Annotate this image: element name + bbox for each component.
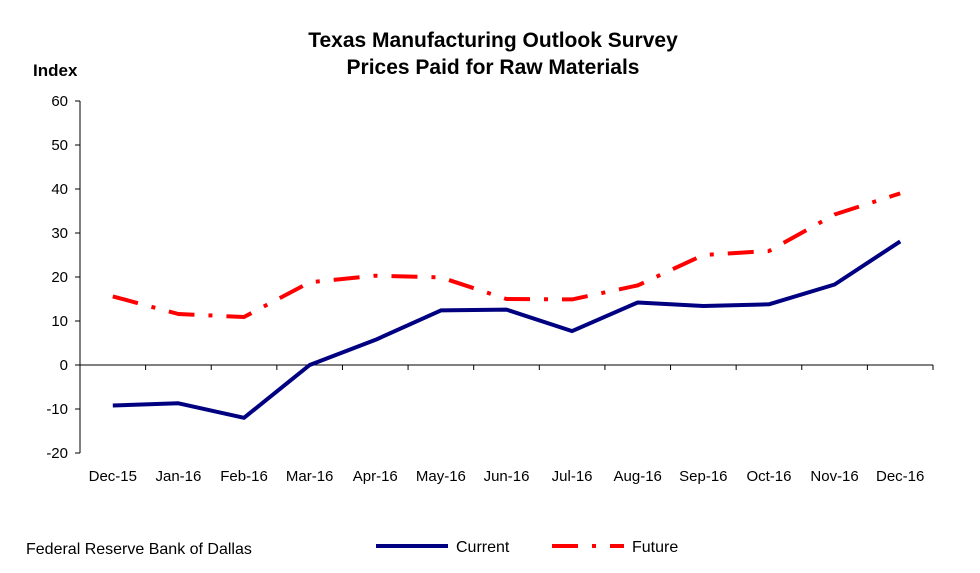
- y-tick-label: -20: [46, 445, 68, 462]
- x-tick-label: Jan-16: [155, 468, 201, 485]
- x-tick-label: Aug-16: [614, 468, 662, 485]
- x-tick-label: Sep-16: [679, 468, 727, 485]
- y-tick-label: 40: [51, 181, 68, 198]
- tick-labels: -20 -10 0 10 20 30 40 50 60 Dec-15 Jan-16 Feb-16 Mar…: [46, 93, 924, 485]
- y-tick-label: 10: [51, 313, 68, 330]
- axes: [75, 100, 934, 454]
- y-tick-label: 60: [51, 93, 68, 110]
- y-tick-label: -10: [46, 401, 68, 418]
- y-axis-label: Index: [33, 61, 78, 80]
- legend-label-current: Current: [456, 539, 510, 556]
- x-tick-label: Jul-16: [552, 468, 593, 485]
- series-lines: [112, 191, 902, 420]
- series-line-future: [112, 191, 901, 319]
- x-tick-label: Jun-16: [484, 468, 530, 485]
- x-tick-label: May-16: [416, 468, 466, 485]
- y-tick-label: 0: [60, 357, 68, 374]
- series-line-current: [112, 239, 902, 420]
- chart-title: Texas Manufacturing Outlook Survey: [308, 29, 678, 52]
- chart-subtitle: Prices Paid for Raw Materials: [347, 56, 640, 79]
- legend-label-future: Future: [632, 539, 678, 556]
- x-tick-label: Feb-16: [220, 468, 268, 485]
- y-tick-label: 30: [51, 225, 68, 242]
- y-tick-label: 20: [51, 269, 68, 286]
- x-tick-label: Nov-16: [810, 468, 858, 485]
- x-tick-label: Dec-16: [876, 468, 924, 485]
- legend: Current Future: [376, 539, 678, 556]
- x-tick-label: Dec-15: [89, 468, 137, 485]
- source-note: Federal Reserve Bank of Dallas: [26, 541, 252, 558]
- x-tick-label: Apr-16: [353, 468, 398, 485]
- x-tick-label: Mar-16: [286, 468, 334, 485]
- x-tick-label: Oct-16: [746, 468, 791, 485]
- y-tick-label: 50: [51, 137, 68, 154]
